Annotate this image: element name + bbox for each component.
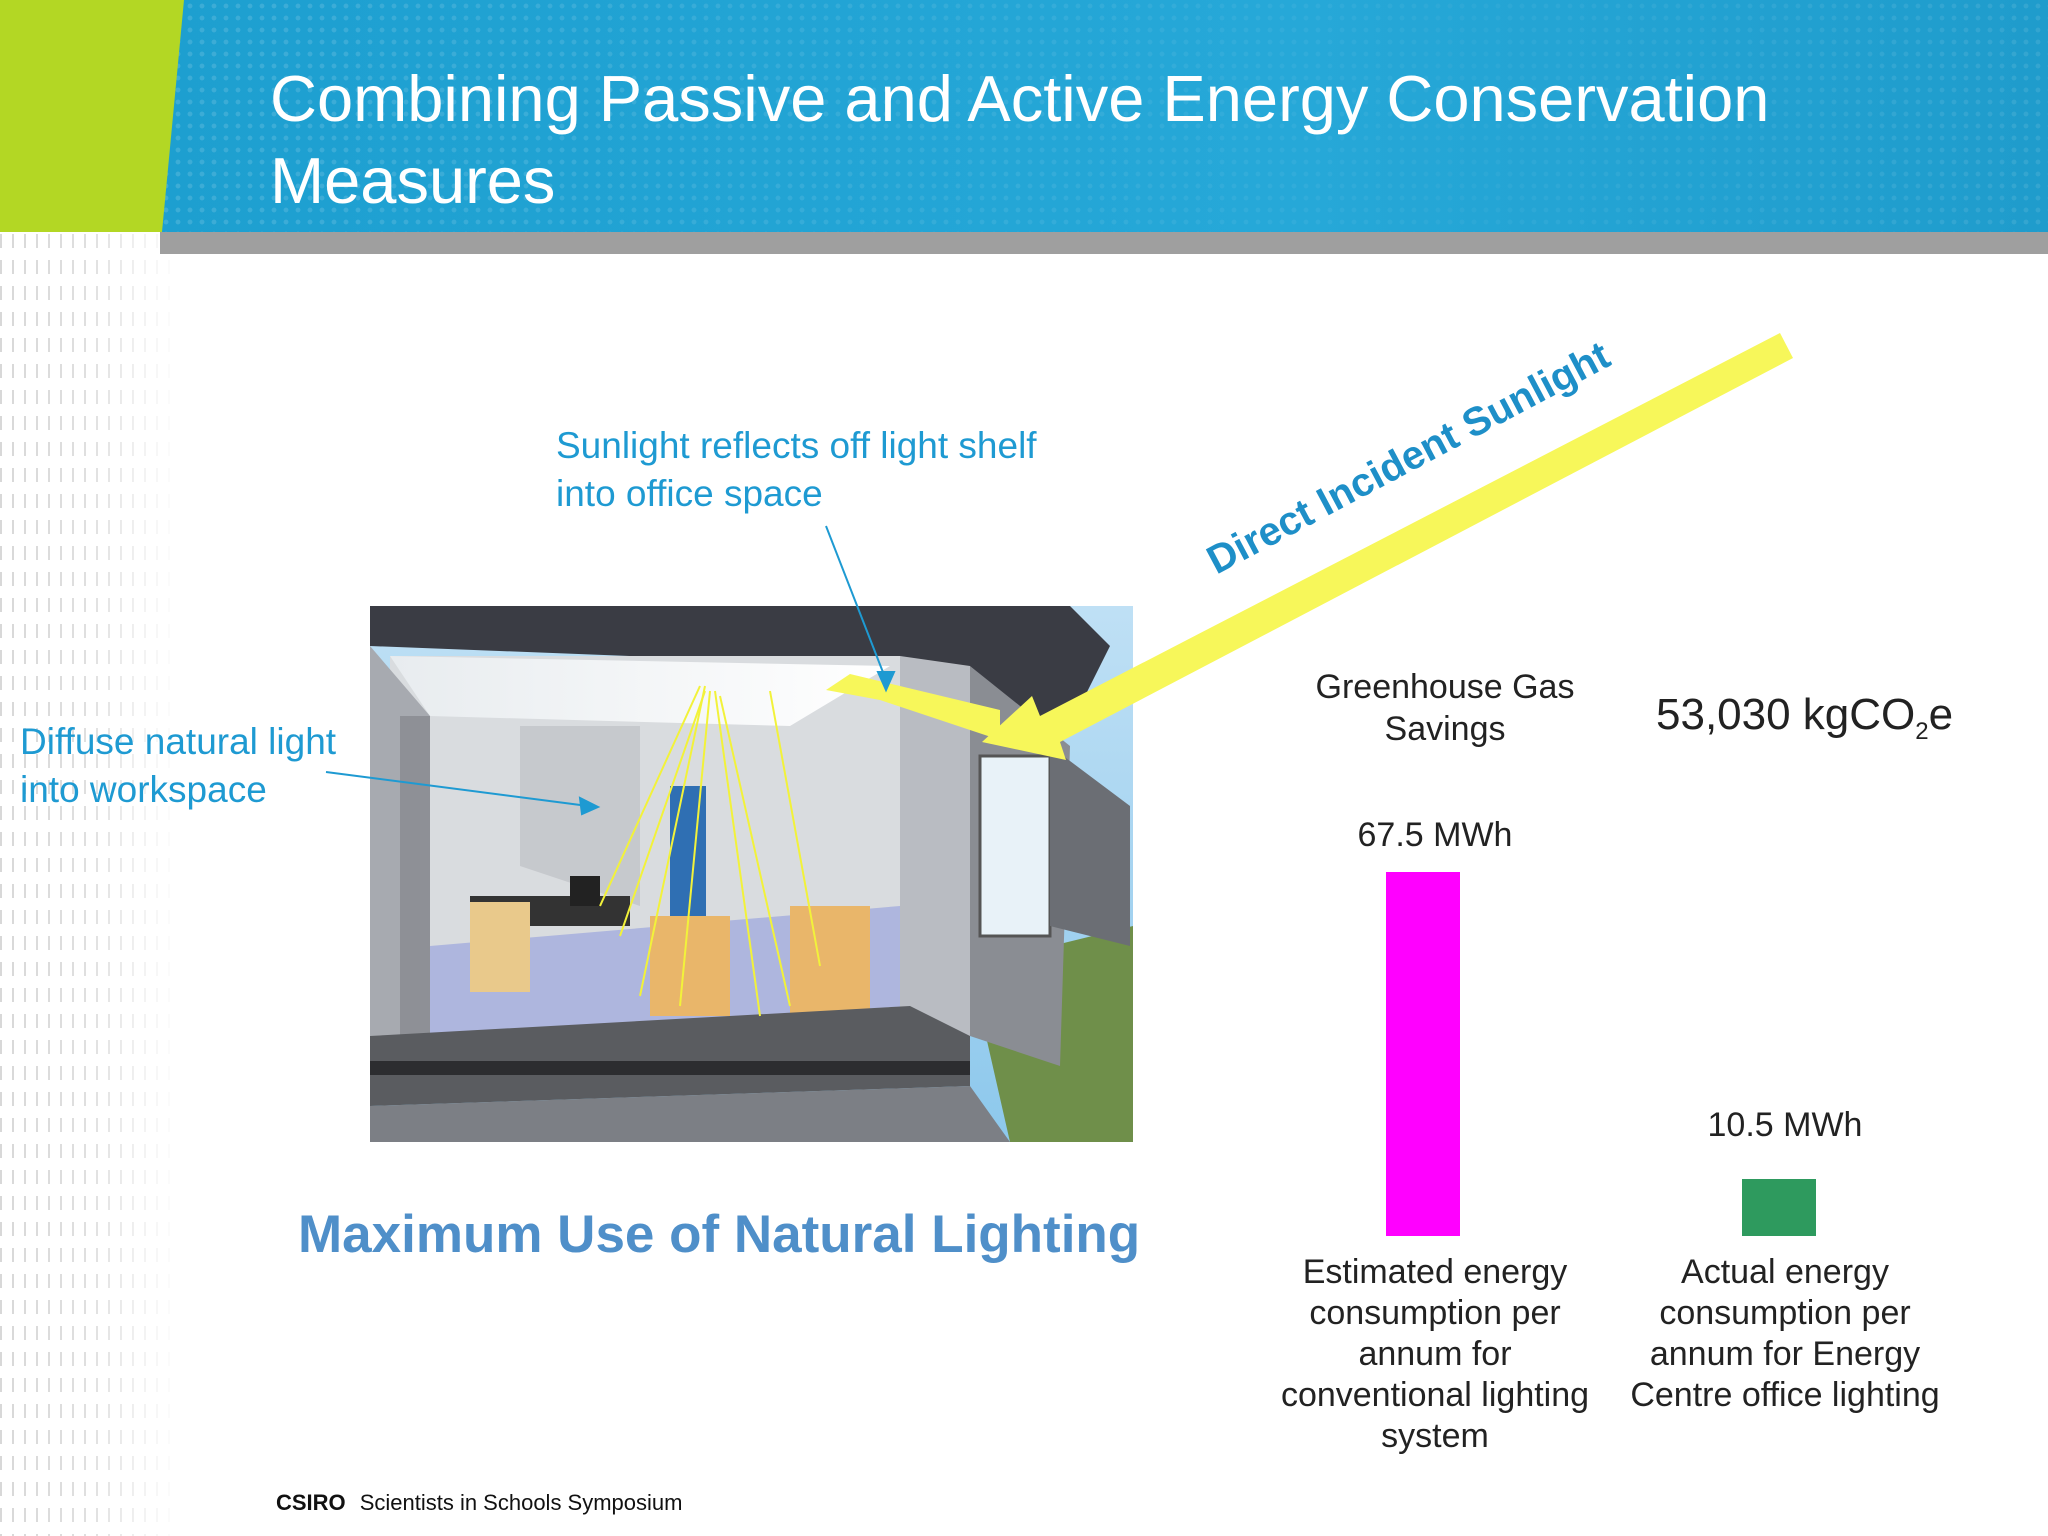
office-illustration: [370, 606, 1133, 1142]
left-pattern-fade: [0, 0, 180, 1536]
category-label: Estimated energy consumption per annum f…: [1280, 1253, 1590, 1455]
category-label: Actual energy consumption per annum for …: [1630, 1253, 1940, 1414]
bar-value-label: 10.5 MWh: [1707, 1106, 1863, 1144]
footer: CSIRO Scientists in Schools Symposium: [276, 1490, 682, 1516]
header-underline: [160, 232, 2048, 254]
diffuse-label: Diffuse natural light into workspace: [20, 721, 337, 810]
bar-conventional: [1386, 872, 1460, 1236]
ghg-savings-label: Greenhouse Gas Savings: [1315, 668, 1575, 748]
natural-lighting-heading: Maximum Use of Natural Lighting: [298, 1205, 1141, 1264]
reflect-label: Sunlight reflects off light shelf into o…: [556, 425, 1037, 514]
header-band: [160, 0, 2048, 232]
slide-title: Combining Passive and Active Energy Cons…: [270, 62, 1770, 217]
footer-text: Scientists in Schools Symposium: [359, 1490, 683, 1515]
header-dot-texture: [160, 0, 2048, 232]
bar-actual: [1742, 1179, 1816, 1236]
bar-value-label: 67.5 MWh: [1357, 816, 1513, 854]
ghg-savings-value: 53,030 kgCO2e: [1656, 690, 1954, 745]
footer-org: CSIRO: [276, 1490, 346, 1515]
green-accent-block: [0, 0, 184, 232]
